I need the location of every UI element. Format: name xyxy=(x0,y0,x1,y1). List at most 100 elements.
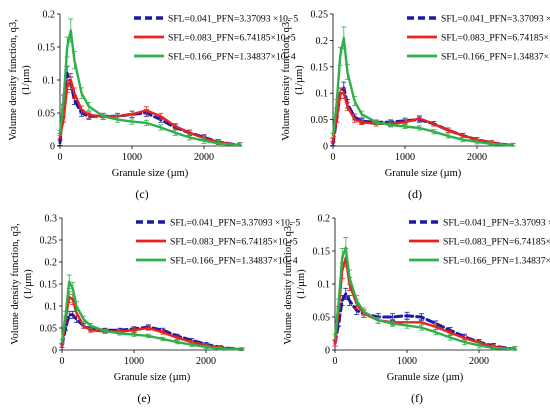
error-bar xyxy=(237,142,243,147)
y-tick-label: 0.15 xyxy=(313,247,331,258)
legend-label: SFL=0.083_PFN=6.74185×10−5 xyxy=(441,33,550,44)
error-bar xyxy=(404,322,410,329)
legend: SFL=0.041_PFN=3.37093 ×10−5 SFL=0.083_PFN… xyxy=(407,14,550,63)
x-tick-label: 0 xyxy=(331,152,336,163)
error-bar xyxy=(445,133,451,139)
error-bar xyxy=(172,123,178,130)
error-bar xyxy=(57,129,63,136)
error-bar xyxy=(474,139,480,145)
y-axis-title: Volume density function, q3, (1/µm) xyxy=(281,19,305,140)
x-tick-label: 2000 xyxy=(469,356,489,367)
legend-label: SFL=0.083_PFN=6.74185×10−5 xyxy=(170,237,298,248)
error-bar xyxy=(71,51,77,70)
error-bar xyxy=(416,125,422,131)
x-axis-title: Granule size (µm) xyxy=(112,168,189,179)
error-bar xyxy=(361,307,367,316)
y-tick-label: 0.15 xyxy=(40,280,58,291)
error-bar xyxy=(332,333,338,340)
x-axis-title: Granule size (µm) xyxy=(387,372,464,383)
y-tick-label: 0.2 xyxy=(43,10,56,21)
chart-panel: 0 0.05 0.1 0.15 0.2 0.25 0.3 0 1000 2000 Granule s… xyxy=(10,214,300,406)
error-bar xyxy=(86,111,92,119)
error-bar xyxy=(158,124,164,131)
legend-label: SFL=0.166_PFN=1.34837×10−4 xyxy=(441,52,550,63)
x-tick-label: 1000 xyxy=(122,152,142,163)
y-tick-label: 0.1 xyxy=(318,280,331,291)
error-bar xyxy=(447,334,453,341)
series-line-2 xyxy=(58,78,242,147)
y-axis-title: Volume density function, q3, (1/µm) xyxy=(8,19,32,140)
error-bar xyxy=(115,116,121,123)
error-bar xyxy=(431,129,437,135)
error-bar xyxy=(402,123,408,129)
y-tick-label: 0.25 xyxy=(40,236,58,247)
error-bar xyxy=(334,99,340,109)
legend: SFL=0.041_PFN=3.37093 ×10−5 SFL=0.083_PFN… xyxy=(136,218,300,267)
error-bar xyxy=(86,102,92,111)
y-tick-label: 0.05 xyxy=(38,109,56,120)
error-bar xyxy=(57,139,63,146)
y-tick-label: 0.3 xyxy=(45,214,58,225)
x-tick-label: 0 xyxy=(333,356,338,367)
y-tick-label: 0.25 xyxy=(311,10,329,21)
error-bar xyxy=(330,138,336,144)
error-bar xyxy=(336,298,342,309)
error-bar xyxy=(81,322,87,329)
error-bar xyxy=(341,87,347,99)
legend-label: SFL=0.041_PFN=3.37093 ×10−5 xyxy=(443,218,550,229)
series-line-3 xyxy=(58,29,242,147)
legend-label: SFL=0.041_PFN=3.37093 ×10−5 xyxy=(168,14,298,25)
error-bar xyxy=(68,73,74,87)
error-bar xyxy=(359,110,365,118)
y-tick-label: 0.05 xyxy=(311,115,329,126)
legend-label: SFL=0.166_PFN=1.34837×10−4 xyxy=(168,52,296,63)
x-tick-label: 2000 xyxy=(196,356,216,367)
y-tick-label: 0.05 xyxy=(40,324,58,335)
error-bar xyxy=(174,339,180,345)
error-bar xyxy=(239,347,245,351)
error-bar xyxy=(145,333,151,339)
error-bar xyxy=(70,310,76,319)
chart-panel: 0 0.05 0.1 0.15 0.2 0 1000 2000 Granule size (µm… xyxy=(283,214,550,406)
error-bar xyxy=(131,332,137,337)
error-bar xyxy=(418,324,424,331)
error-bar xyxy=(341,26,347,49)
error-bar xyxy=(490,344,496,351)
y-tick-label: 0 xyxy=(52,346,57,357)
panel-label: (c) xyxy=(135,187,148,201)
y-axis-title: Volume density function, q3, (1/µm) xyxy=(283,223,307,344)
x-tick-label: 0 xyxy=(58,152,63,163)
x-tick-label: 0 xyxy=(60,356,65,367)
error-bar xyxy=(160,336,166,342)
error-bar xyxy=(158,112,164,120)
error-bar xyxy=(344,64,350,80)
error-bar xyxy=(174,335,180,340)
error-bar xyxy=(129,110,135,118)
y-tick-label: 0.1 xyxy=(316,89,329,100)
error-bar xyxy=(145,325,151,331)
error-bar xyxy=(343,237,349,259)
y-tick-label: 0 xyxy=(325,346,330,357)
error-bar xyxy=(117,331,123,336)
x-tick-label: 2000 xyxy=(194,152,214,163)
error-bar xyxy=(64,36,70,58)
error-bar xyxy=(131,327,137,333)
error-bar xyxy=(160,330,166,335)
error-bar xyxy=(102,328,108,334)
y-tick-label: 0.2 xyxy=(318,214,331,225)
legend-label: SFL=0.166_PFN=1.34837×10−4 xyxy=(443,256,550,267)
error-bar xyxy=(352,116,358,123)
error-bar xyxy=(217,346,223,351)
legend-label: SFL=0.041_PFN=3.37093 ×10−5 xyxy=(170,218,300,229)
error-bar xyxy=(59,343,65,348)
error-bar xyxy=(359,119,365,126)
error-bar xyxy=(215,140,221,147)
error-bar xyxy=(460,137,466,143)
error-bar xyxy=(390,320,396,327)
error-bar xyxy=(189,342,195,347)
legend: SFL=0.041_PFN=3.37093 ×10−5 SFL=0.083_PFN… xyxy=(409,218,550,267)
error-bar xyxy=(346,295,352,306)
error-bar xyxy=(339,247,345,268)
error-bar xyxy=(143,119,149,126)
